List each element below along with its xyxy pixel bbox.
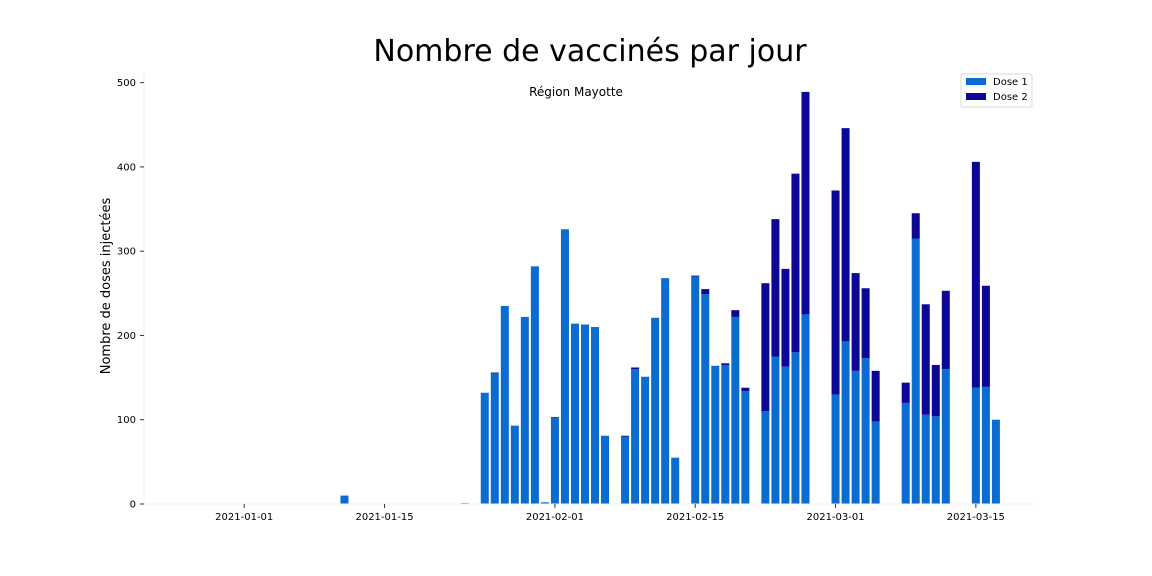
legend: Dose 1 Dose 2 bbox=[960, 73, 1033, 108]
bar-dose1-2021-03-11 bbox=[931, 416, 940, 504]
bar-dose2-2021-03-11 bbox=[931, 364, 940, 417]
bar-dose1-2021-01-29 bbox=[520, 316, 529, 504]
bar-dose1-2021-01-11 bbox=[340, 495, 349, 504]
bar-dose2-2021-03-02 bbox=[841, 128, 850, 342]
bar-dose1-2021-02-26 bbox=[801, 314, 810, 504]
x-tick-label-2021-01-15: 2021-01-15 bbox=[355, 512, 413, 523]
bar-dose2-2021-02-01 bbox=[550, 417, 559, 419]
bar-dose2-2021-03-12 bbox=[941, 290, 950, 370]
bar-dose1-2021-01-25 bbox=[480, 392, 489, 504]
bar-dose2-2021-01-26 bbox=[490, 372, 499, 374]
bar-dose2-2021-03-09 bbox=[911, 213, 920, 239]
bar-dose1-2021-01-31 bbox=[540, 502, 549, 504]
chart-subtitle: Région Mayotte bbox=[529, 85, 623, 99]
y-tick-label-200: 200 bbox=[117, 331, 136, 342]
bar-dose1-2021-02-25 bbox=[791, 352, 800, 504]
bar-dose1-2021-02-06 bbox=[601, 435, 610, 504]
bar-dose1-2021-02-16 bbox=[701, 294, 710, 504]
x-tick-label-2021-02-01: 2021-02-01 bbox=[526, 512, 584, 523]
bar-dose1-2021-02-01 bbox=[550, 418, 559, 504]
bar-dose2-2021-02-15 bbox=[691, 275, 700, 277]
bar-dose2-2021-03-15 bbox=[971, 161, 980, 388]
bar-dose2-2021-03-01 bbox=[831, 190, 840, 395]
bar-dose2-2021-02-16 bbox=[701, 289, 710, 295]
legend-label-1: Dose 1 bbox=[993, 77, 1028, 88]
bar-dose1-2021-03-16 bbox=[981, 386, 990, 504]
bar-dose1-2021-03-05 bbox=[871, 421, 880, 504]
bar-dose2-2021-02-09 bbox=[631, 367, 640, 370]
bar-dose1-2021-02-03 bbox=[570, 323, 579, 504]
y-tick-label-100: 100 bbox=[117, 415, 136, 426]
bar-dose1-2021-01-28 bbox=[510, 425, 519, 504]
bar-dose1-2021-02-11 bbox=[651, 317, 660, 504]
bar-dose1-2021-03-01 bbox=[831, 394, 840, 504]
y-tick-label-0: 0 bbox=[130, 500, 136, 511]
bar-dose1-2021-02-19 bbox=[731, 316, 740, 504]
bar-dose1-2021-02-04 bbox=[580, 324, 589, 504]
bar-dose1-2021-02-15 bbox=[691, 276, 700, 504]
bar-dose2-2021-02-25 bbox=[791, 173, 800, 353]
bar-dose1-2021-03-03 bbox=[851, 370, 860, 504]
bar-dose2-2021-02-08 bbox=[621, 435, 630, 437]
bar-dose1-2021-02-05 bbox=[591, 327, 600, 504]
bar-dose2-2021-03-04 bbox=[861, 288, 870, 359]
bar-dose1-2021-03-02 bbox=[841, 341, 850, 504]
bar-dose1-2021-02-17 bbox=[711, 365, 720, 504]
bar-dose1-2021-03-10 bbox=[921, 414, 930, 504]
bar-dose1-2021-02-24 bbox=[781, 366, 790, 504]
bar-dose1-2021-01-30 bbox=[530, 266, 539, 504]
x-tick-label-2021-03-15: 2021-03-15 bbox=[947, 512, 1005, 523]
bar-dose1-2021-02-09 bbox=[631, 369, 640, 504]
y-axis-label: Nombre de doses injectées bbox=[99, 198, 114, 375]
bar-dose1-2021-03-17 bbox=[991, 419, 1000, 504]
bar-dose2-2021-02-18 bbox=[721, 363, 730, 365]
x-tick-label-2021-01-01: 2021-01-01 bbox=[215, 512, 273, 523]
bar-dose1-2021-03-04 bbox=[861, 358, 870, 504]
bar-dose1-2021-02-22 bbox=[761, 411, 770, 504]
bar-dose1-2021-02-08 bbox=[621, 436, 630, 504]
bar-dose2-2021-03-05 bbox=[871, 370, 880, 422]
bar-dose2-2021-02-20 bbox=[741, 387, 750, 392]
bar-dose2-2021-03-03 bbox=[851, 273, 860, 371]
bar-dose2-2021-02-19 bbox=[731, 310, 740, 317]
bar-dose1-2021-03-15 bbox=[971, 387, 980, 504]
bar-dose1-2021-03-12 bbox=[941, 369, 950, 504]
y-tick-label-500: 500 bbox=[117, 78, 136, 89]
x-axis: 2021-01-01 2021-01-15 2021-02-01 2021-02-15… bbox=[144, 503, 1036, 523]
bar-dose2-2021-03-08 bbox=[901, 382, 910, 403]
y-tick-label-300: 300 bbox=[117, 247, 136, 258]
bar-dose2-2021-02-26 bbox=[801, 91, 810, 315]
bar-dose1-2021-02-20 bbox=[741, 391, 750, 504]
y-tick-label-400: 400 bbox=[117, 162, 136, 173]
x-tick-label-2021-03-01: 2021-03-01 bbox=[806, 512, 864, 523]
bar-dose2-2021-02-23 bbox=[771, 219, 780, 357]
bar-dose1-2021-02-02 bbox=[560, 229, 569, 504]
bar-dose1-2021-02-10 bbox=[641, 376, 650, 504]
bar-dose1-2021-01-27 bbox=[500, 305, 509, 504]
plot-area bbox=[340, 91, 1000, 505]
bar-dose2-2021-03-10 bbox=[921, 304, 930, 415]
legend-label-2: Dose 2 bbox=[993, 92, 1028, 103]
bar-dose1-2021-02-13 bbox=[671, 457, 680, 504]
x-tick-label-2021-02-15: 2021-02-15 bbox=[666, 512, 724, 523]
y-axis: 0 100 200 300 400 500 bbox=[117, 70, 145, 511]
chart-title: Nombre de vaccinés par jour bbox=[373, 34, 807, 69]
bar-dose1-2021-01-26 bbox=[490, 373, 499, 504]
bar-dose1-2021-02-18 bbox=[721, 364, 730, 504]
legend-swatch-2 bbox=[966, 93, 986, 100]
legend-swatch-1 bbox=[966, 78, 986, 85]
bar-dose1-2021-02-23 bbox=[771, 356, 780, 504]
bar-dose2-2021-02-24 bbox=[781, 268, 790, 367]
bar-dose2-2021-03-16 bbox=[981, 285, 990, 387]
bar-dose1-2021-03-08 bbox=[901, 402, 910, 504]
bar-dose1-2021-02-12 bbox=[661, 278, 670, 504]
bar-dose2-2021-02-22 bbox=[761, 283, 770, 412]
bar-dose1-2021-03-09 bbox=[911, 238, 920, 505]
